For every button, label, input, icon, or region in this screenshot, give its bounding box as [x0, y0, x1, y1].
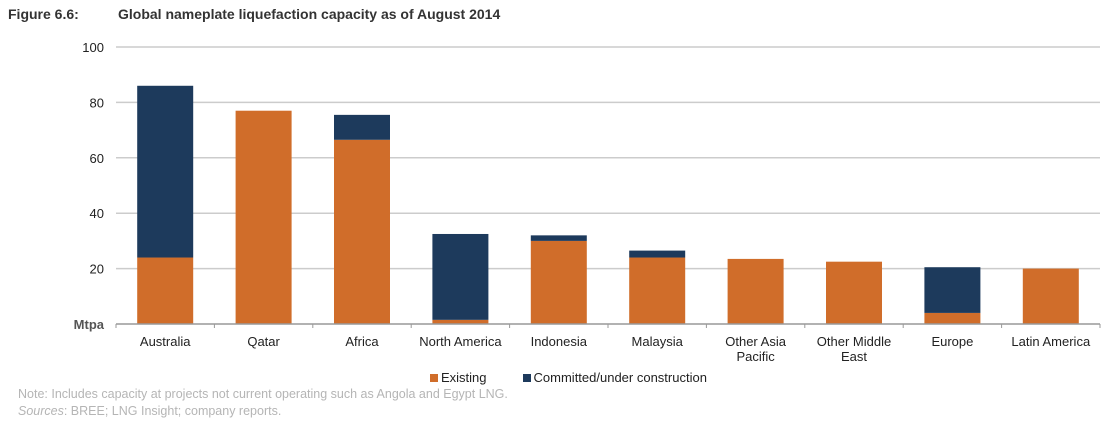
bar-committed	[530, 235, 587, 241]
legend-label-existing: Existing	[441, 370, 487, 385]
x-tick-label-line: Pacific	[736, 349, 775, 364]
legend-item-committed: Committed/under construction	[522, 370, 707, 385]
sources-line: Sources: BREE; LNG Insight; company repo…	[18, 403, 508, 420]
x-tick-label-line: Other Middle	[817, 334, 891, 349]
bar-existing	[826, 261, 882, 324]
bar-existing	[432, 319, 489, 324]
x-tick-label: Malaysia	[632, 334, 684, 349]
bar-committed	[334, 114, 390, 140]
bar-existing	[334, 139, 390, 324]
axis-labels: 20 40 60 80 100 Mtpa Australia Qatar Africa North…	[74, 40, 1091, 364]
x-tick-label-line: Latin America	[1011, 334, 1091, 349]
bar-existing	[137, 257, 194, 324]
y-tick-label: 40	[90, 206, 104, 221]
note-text: Note: Includes capacity at projects not …	[18, 387, 508, 401]
legend-label-committed: Committed/under construction	[533, 370, 707, 385]
x-tick-label-line: Australia	[140, 334, 191, 349]
bar-existing	[727, 258, 784, 324]
bar-committed	[137, 85, 194, 258]
x-tick-label-line: East	[841, 349, 867, 364]
x-tick-label-line: Europe	[931, 334, 973, 349]
y-tick-label: 60	[90, 151, 104, 166]
x-tick-label-line: Africa	[345, 334, 379, 349]
sources-label: Sources	[18, 404, 64, 418]
y-tick-label: 20	[90, 262, 104, 277]
legend: Existing Committed/under construction	[430, 370, 707, 385]
chart-title: Global nameplate liquefaction capacity a…	[118, 6, 501, 22]
bar-committed	[924, 267, 981, 313]
x-tick-label: Europe	[931, 334, 973, 349]
x-tick-label: Latin America	[1011, 334, 1091, 349]
bars	[137, 85, 1079, 325]
bar-existing	[629, 257, 686, 324]
bar-committed	[432, 233, 489, 320]
x-tick-label-line: Malaysia	[632, 334, 684, 349]
x-tick-label-line: Qatar	[247, 334, 280, 349]
x-tick-label: Indonesia	[531, 334, 588, 349]
x-tick-label: North America	[419, 334, 502, 349]
bar-existing	[235, 110, 292, 325]
sources-text: : BREE; LNG Insight; company reports.	[63, 404, 282, 418]
y-tick-label: 80	[90, 95, 104, 110]
x-tick-label-line: Other Asia	[725, 334, 786, 349]
x-tick-label: Africa	[345, 334, 379, 349]
x-tick-label: Other Asia Pacific	[725, 334, 786, 364]
x-tick-label: Other Middle East	[817, 334, 891, 364]
y-axis-unit-label: Mtpa	[74, 317, 105, 332]
y-tick-label: 100	[82, 40, 104, 55]
bar-existing	[1022, 268, 1079, 324]
bar-existing	[924, 312, 981, 324]
legend-swatch-existing	[430, 373, 438, 382]
x-tick-label: Qatar	[247, 334, 280, 349]
x-axis	[115, 323, 1101, 328]
figure-label: Figure 6.6:	[8, 6, 79, 22]
bar-committed	[629, 250, 686, 258]
chart-notes: Note: Includes capacity at projects not …	[18, 386, 508, 420]
x-tick-label-line: Indonesia	[531, 334, 588, 349]
stacked-bar-chart: 20 40 60 80 100 Mtpa Australia Qatar Africa North…	[74, 40, 1101, 364]
bar-existing	[530, 240, 587, 324]
legend-swatch-committed	[522, 373, 531, 382]
legend-item-existing: Existing	[430, 370, 487, 385]
x-tick-label-line: North America	[419, 334, 502, 349]
x-tick-label: Australia	[140, 334, 191, 349]
